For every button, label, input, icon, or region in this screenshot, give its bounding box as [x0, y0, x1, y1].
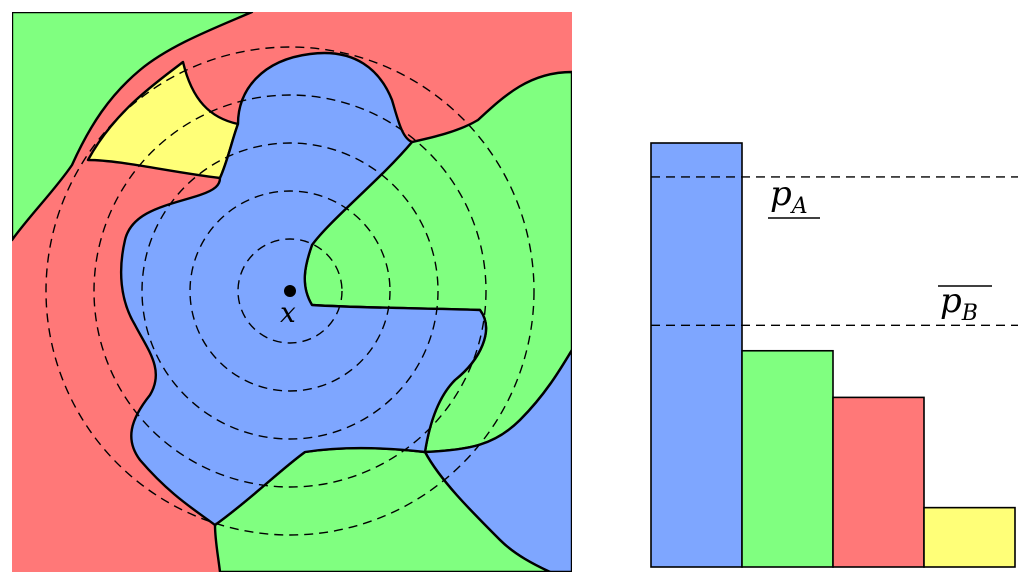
point-x-marker — [284, 285, 296, 297]
label-pA: pA — [768, 174, 820, 219]
bar-green — [741, 349, 834, 568]
decision-map: x — [12, 12, 572, 572]
pB-symbol: p — [940, 281, 962, 321]
bar-yellow — [923, 506, 1016, 568]
svg-text:pB: pB — [940, 281, 978, 326]
pB-subscript: B — [961, 301, 978, 326]
concentric-rings — [45, 46, 535, 536]
probability-bars: pA pB — [650, 142, 1018, 568]
point-x-label: x — [280, 296, 296, 329]
bar-blue — [650, 142, 743, 568]
region-yellow — [86, 60, 240, 180]
pA-symbol: p — [770, 174, 792, 214]
region-green-top-left — [12, 12, 254, 242]
svg-text:pA: pA — [770, 174, 808, 219]
bar-red — [832, 396, 925, 568]
region-blue-center — [119, 51, 488, 527]
label-pB: pB — [938, 281, 992, 326]
pA-subscript: A — [790, 194, 808, 219]
